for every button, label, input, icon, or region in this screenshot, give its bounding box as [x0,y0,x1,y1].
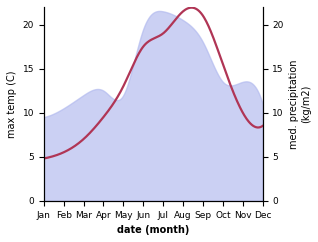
Y-axis label: max temp (C): max temp (C) [7,70,17,138]
Y-axis label: med. precipitation
(kg/m2): med. precipitation (kg/m2) [289,59,311,149]
X-axis label: date (month): date (month) [117,225,190,235]
